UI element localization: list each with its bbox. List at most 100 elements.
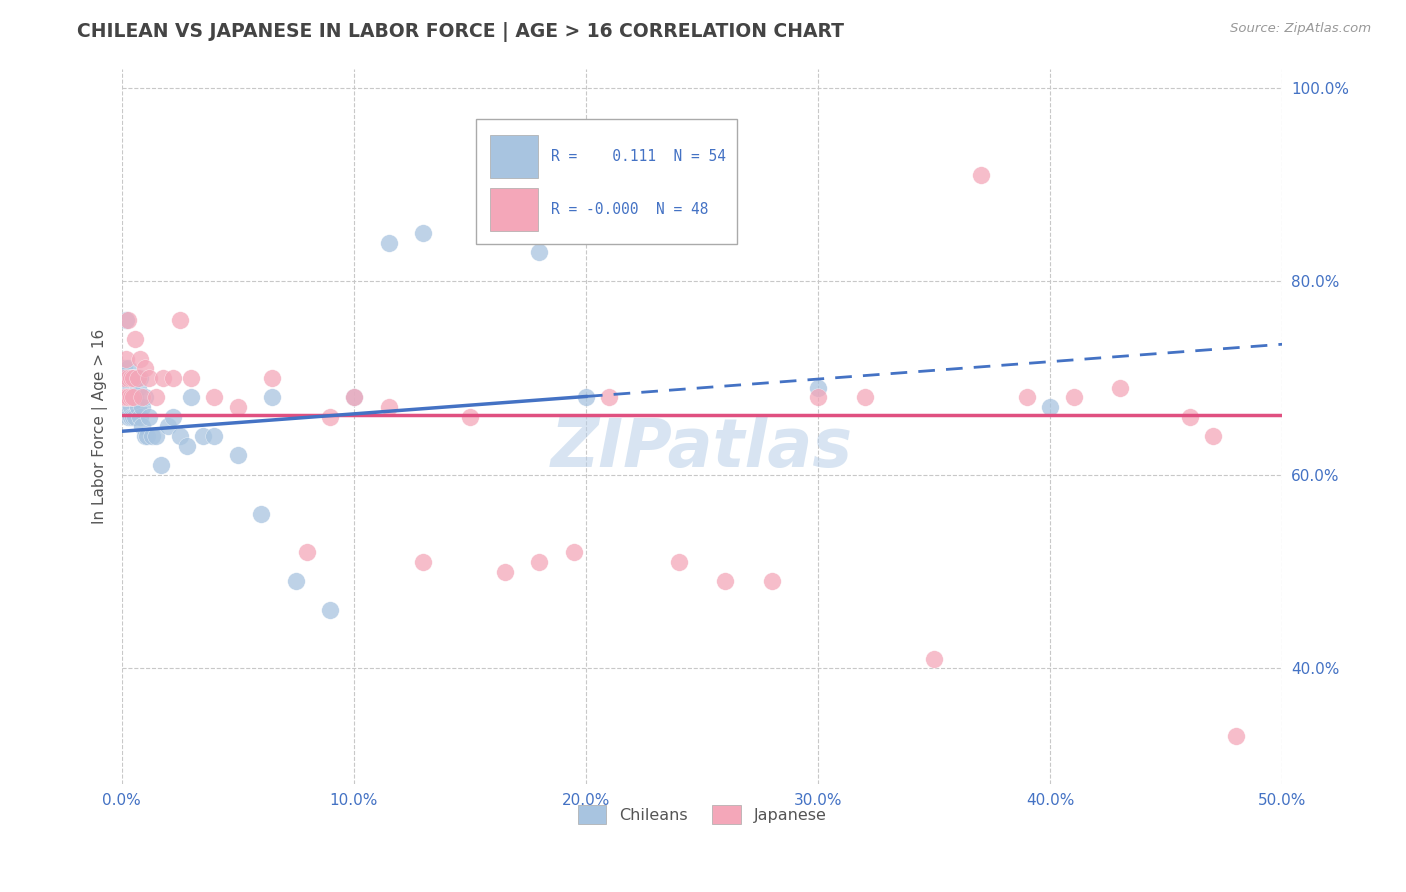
Point	[529, 245, 551, 260]
Point	[117, 313, 139, 327]
Point	[152, 371, 174, 385]
Point	[176, 439, 198, 453]
Point	[115, 391, 138, 405]
Point	[131, 400, 153, 414]
Point	[124, 409, 146, 424]
Text: Source: ZipAtlas.com: Source: ZipAtlas.com	[1230, 22, 1371, 36]
Point	[120, 371, 142, 385]
Bar	[489, 135, 538, 178]
Point	[129, 351, 152, 366]
Point	[117, 391, 139, 405]
Point	[115, 371, 138, 385]
Point	[1063, 391, 1085, 405]
Point	[131, 419, 153, 434]
Point	[169, 313, 191, 327]
Point	[136, 429, 159, 443]
Point	[180, 371, 202, 385]
Point	[112, 391, 135, 405]
Point	[458, 409, 481, 424]
Point	[145, 391, 167, 405]
Point	[969, 168, 991, 182]
Point	[377, 400, 399, 414]
Point	[112, 371, 135, 385]
Point	[1202, 429, 1225, 443]
Point	[138, 371, 160, 385]
Point	[115, 376, 138, 390]
Point	[117, 361, 139, 376]
Point	[668, 555, 690, 569]
Point	[250, 507, 273, 521]
Point	[127, 381, 149, 395]
Point	[127, 371, 149, 385]
Point	[226, 400, 249, 414]
Point	[162, 371, 184, 385]
Point	[124, 391, 146, 405]
Point	[122, 391, 145, 405]
Point	[202, 429, 225, 443]
Point	[1178, 409, 1201, 424]
Point	[575, 391, 598, 405]
Point	[169, 429, 191, 443]
Point	[807, 391, 830, 405]
Text: CHILEAN VS JAPANESE IN LABOR FORCE | AGE > 16 CORRELATION CHART: CHILEAN VS JAPANESE IN LABOR FORCE | AGE…	[77, 22, 845, 42]
Point	[1225, 729, 1247, 743]
Point	[319, 603, 342, 617]
Point	[1039, 400, 1062, 414]
Point	[494, 565, 516, 579]
Legend: Chileans, Japanese: Chileans, Japanese	[571, 799, 832, 830]
Point	[122, 371, 145, 385]
Point	[122, 391, 145, 405]
Point	[138, 409, 160, 424]
Point	[112, 381, 135, 395]
Point	[180, 391, 202, 405]
Text: R = -0.000  N = 48: R = -0.000 N = 48	[551, 202, 709, 217]
Point	[129, 409, 152, 424]
Y-axis label: In Labor Force | Age > 16: In Labor Force | Age > 16	[93, 329, 108, 524]
Point	[807, 381, 830, 395]
Text: R =    0.111  N = 54: R = 0.111 N = 54	[551, 149, 725, 164]
Point	[226, 449, 249, 463]
Point	[853, 391, 876, 405]
Point	[1015, 391, 1038, 405]
Point	[562, 545, 585, 559]
Point	[191, 429, 214, 443]
Point	[284, 574, 307, 589]
Point	[122, 371, 145, 385]
Point	[412, 555, 434, 569]
Point	[117, 371, 139, 385]
Point	[120, 391, 142, 405]
Point	[412, 226, 434, 240]
Point	[598, 391, 620, 405]
Point	[134, 391, 156, 405]
Point	[120, 371, 142, 385]
Point	[319, 409, 342, 424]
Point	[129, 371, 152, 385]
Point	[115, 391, 138, 405]
Point	[115, 351, 138, 366]
Point	[134, 429, 156, 443]
Point	[922, 651, 945, 665]
Point	[297, 545, 319, 559]
Point	[343, 391, 366, 405]
Point	[124, 332, 146, 346]
Point	[117, 381, 139, 395]
Point	[262, 391, 284, 405]
Point	[117, 409, 139, 424]
Point	[761, 574, 783, 589]
Point	[343, 391, 366, 405]
Point	[134, 361, 156, 376]
Point	[1109, 381, 1132, 395]
Bar	[489, 188, 538, 231]
Point	[117, 400, 139, 414]
Point	[127, 400, 149, 414]
Point	[202, 391, 225, 405]
Point	[162, 409, 184, 424]
Point	[156, 419, 179, 434]
Point	[131, 391, 153, 405]
Point	[377, 235, 399, 250]
Point	[529, 555, 551, 569]
Point	[122, 409, 145, 424]
FancyBboxPatch shape	[475, 119, 737, 244]
Point	[124, 371, 146, 385]
Text: ZIPatlas: ZIPatlas	[551, 415, 853, 481]
